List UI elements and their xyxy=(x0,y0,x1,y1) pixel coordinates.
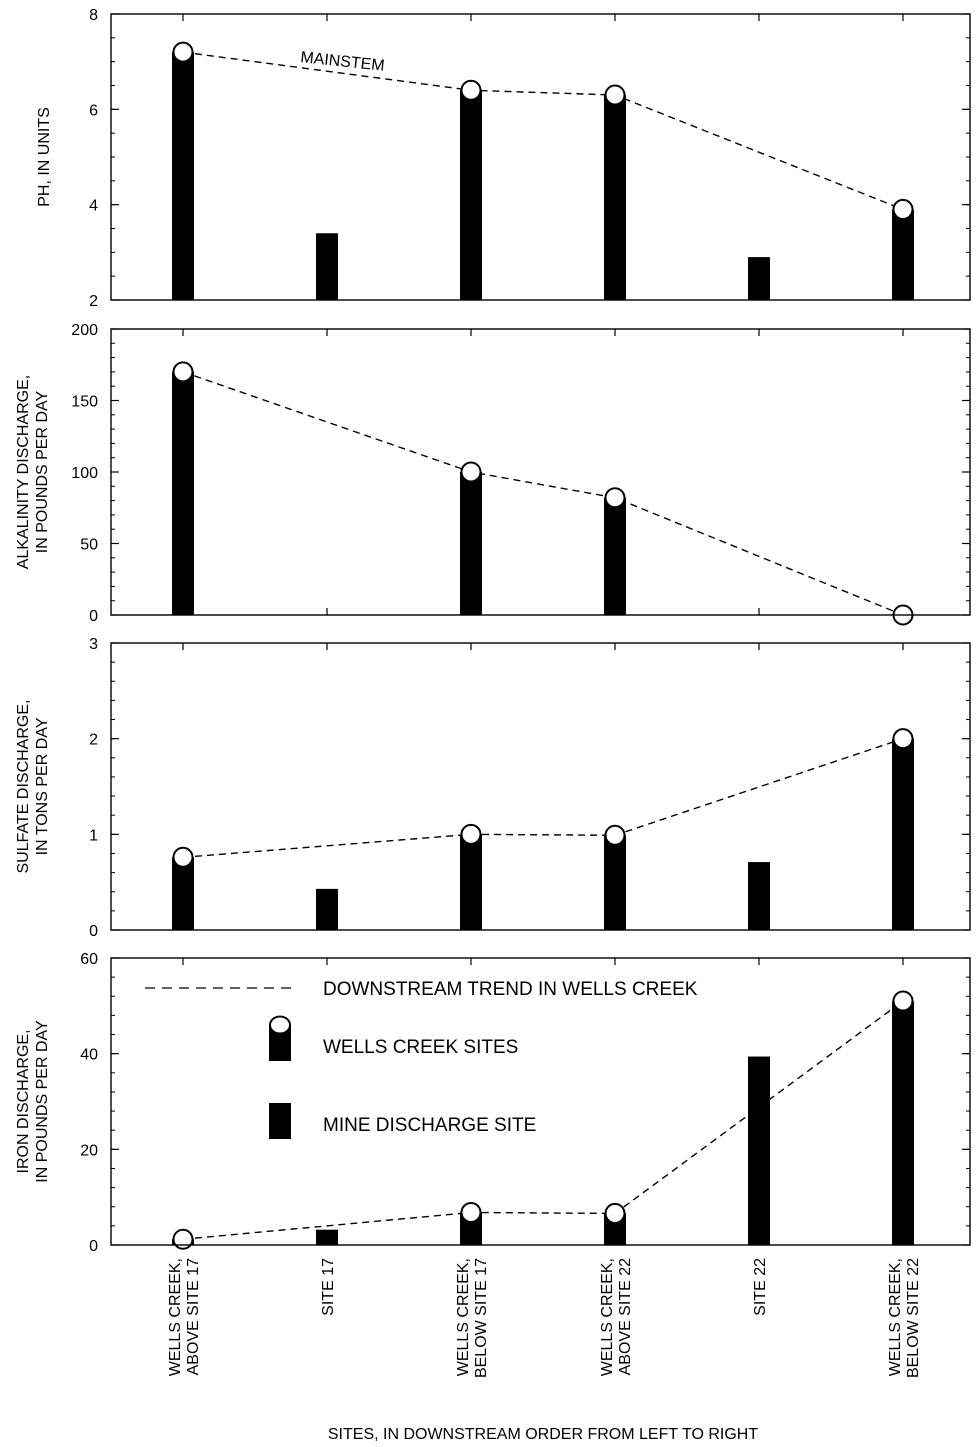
wells-creek-circle xyxy=(604,487,626,509)
y-tick-label: 0 xyxy=(89,1238,98,1255)
bar xyxy=(748,862,770,930)
category-label: BELOW SITE 17 xyxy=(473,1258,490,1378)
wells-creek-circle xyxy=(892,198,914,220)
y-axis-title: IN POUNDS PER DAY xyxy=(34,390,51,553)
category-label: WELLS CREEK, xyxy=(455,1258,472,1376)
bar xyxy=(748,257,770,300)
wells-creek-circle xyxy=(604,84,626,106)
wells-creek-circle xyxy=(172,361,194,383)
wells-creek-circle xyxy=(460,461,482,483)
y-tick-label: 2 xyxy=(89,293,98,310)
x-axis-title: SITES, IN DOWNSTREAM ORDER FROM LEFT TO … xyxy=(328,1426,758,1443)
trend-line xyxy=(182,371,904,616)
y-tick-label: 6 xyxy=(89,102,98,119)
bar xyxy=(316,1229,338,1245)
y-tick-label: 0 xyxy=(89,923,98,940)
legend-trend-label: DOWNSTREAM TREND IN WELLS CREEK xyxy=(323,979,698,1000)
bar xyxy=(316,888,338,930)
category-label: SITE 22 xyxy=(752,1258,769,1316)
y-tick-label: 50 xyxy=(80,537,98,554)
y-tick-label: 150 xyxy=(71,394,98,411)
category-label: BELOW SITE 22 xyxy=(905,1258,922,1378)
legend-mine-bar-swatch xyxy=(269,1103,291,1139)
wells-creek-circle xyxy=(172,1228,194,1250)
mainstem-annotation: MAINSTEM xyxy=(300,49,386,75)
wells-creek-circle xyxy=(460,79,482,101)
bar xyxy=(172,52,194,301)
plot-frame xyxy=(110,642,971,931)
bar xyxy=(172,857,194,930)
chart-panel-3: 0 1 2 3 SULFATE DISCHARGE, IN TONS PER DAY xyxy=(15,636,971,940)
category-label: WELLS CREEK, xyxy=(599,1258,616,1376)
y-axis-title: IRON DISCHARGE, xyxy=(15,1029,32,1173)
wells-creek-circle xyxy=(460,1201,482,1223)
y-tick-label: 100 xyxy=(71,465,98,482)
chart-panel-4: 0 20 40 60 IRON DISCHARGE, IN POUNDS PER DAY xyxy=(15,951,971,1255)
legend-wells-circle-swatch xyxy=(269,1015,291,1035)
y-tick-label: 1 xyxy=(89,827,98,844)
category-label: ABOVE SITE 17 xyxy=(185,1258,202,1375)
wells-creek-circle xyxy=(172,846,194,868)
chart-panel-1: 2 4 6 8 PH, IN UNITS MAINSTEM xyxy=(36,7,971,310)
bar xyxy=(460,834,482,930)
trend-line xyxy=(182,1000,904,1240)
bar xyxy=(604,497,626,615)
wells-creek-circle xyxy=(604,1202,626,1224)
bar xyxy=(604,95,626,301)
bar xyxy=(604,835,626,930)
bar xyxy=(460,90,482,301)
wells-creek-circle xyxy=(460,823,482,845)
wells-creek-circle xyxy=(172,41,194,63)
y-axis-title: PH, IN UNITS xyxy=(36,107,53,207)
y-tick-label: 4 xyxy=(89,198,98,215)
bar xyxy=(316,233,338,300)
y-tick-label: 200 xyxy=(71,322,98,339)
category-label: ABOVE SITE 22 xyxy=(617,1258,634,1375)
bar xyxy=(892,738,914,930)
y-tick-label: 3 xyxy=(89,636,98,653)
category-label: WELLS CREEK, xyxy=(167,1258,184,1376)
y-tick-label: 2 xyxy=(89,732,98,749)
legend-wells-label: WELLS CREEK SITES xyxy=(323,1037,518,1058)
plot-frame xyxy=(110,957,971,1246)
legend: DOWNSTREAM TREND IN WELLS CREEK WELLS CR… xyxy=(145,979,698,1139)
trend-line xyxy=(182,51,904,211)
category-labels: WELLS CREEK, ABOVE SITE 17 SITE 17 WELLS CR… xyxy=(167,1258,922,1378)
legend-mine-label: MINE DISCHARGE SITE xyxy=(323,1115,536,1136)
y-axis-title: IN TONS PER DAY xyxy=(34,717,51,855)
bar xyxy=(892,209,914,300)
trend-line xyxy=(182,738,904,858)
y-tick-label: 60 xyxy=(80,951,98,968)
y-tick-label: 0 xyxy=(89,608,98,625)
y-axis-title: IN POUNDS PER DAY xyxy=(34,1020,51,1183)
wells-creek-circle xyxy=(892,728,914,750)
wells-creek-circle xyxy=(604,824,626,846)
bar xyxy=(892,1001,914,1245)
bar xyxy=(172,371,194,615)
category-label: WELLS CREEK, xyxy=(887,1258,904,1376)
category-label: SITE 17 xyxy=(320,1258,337,1316)
y-tick-label: 40 xyxy=(80,1047,98,1064)
plot-frame xyxy=(110,13,971,301)
y-tick-label: 8 xyxy=(89,7,98,24)
legend-wells-bar-swatch xyxy=(269,1026,291,1061)
y-tick-label: 20 xyxy=(80,1142,98,1159)
bar xyxy=(460,472,482,615)
wells-creek-circle xyxy=(892,990,914,1012)
y-axis-title: ALKALINITY DISCHARGE, xyxy=(15,375,32,569)
plot-frame xyxy=(110,328,971,616)
y-axis-title: SULFATE DISCHARGE, xyxy=(15,700,32,874)
bar xyxy=(748,1056,770,1245)
chart-panel-2: 0 50 100 150 200 ALKALINITY DISCHARGE, IN POUN… xyxy=(15,322,971,626)
